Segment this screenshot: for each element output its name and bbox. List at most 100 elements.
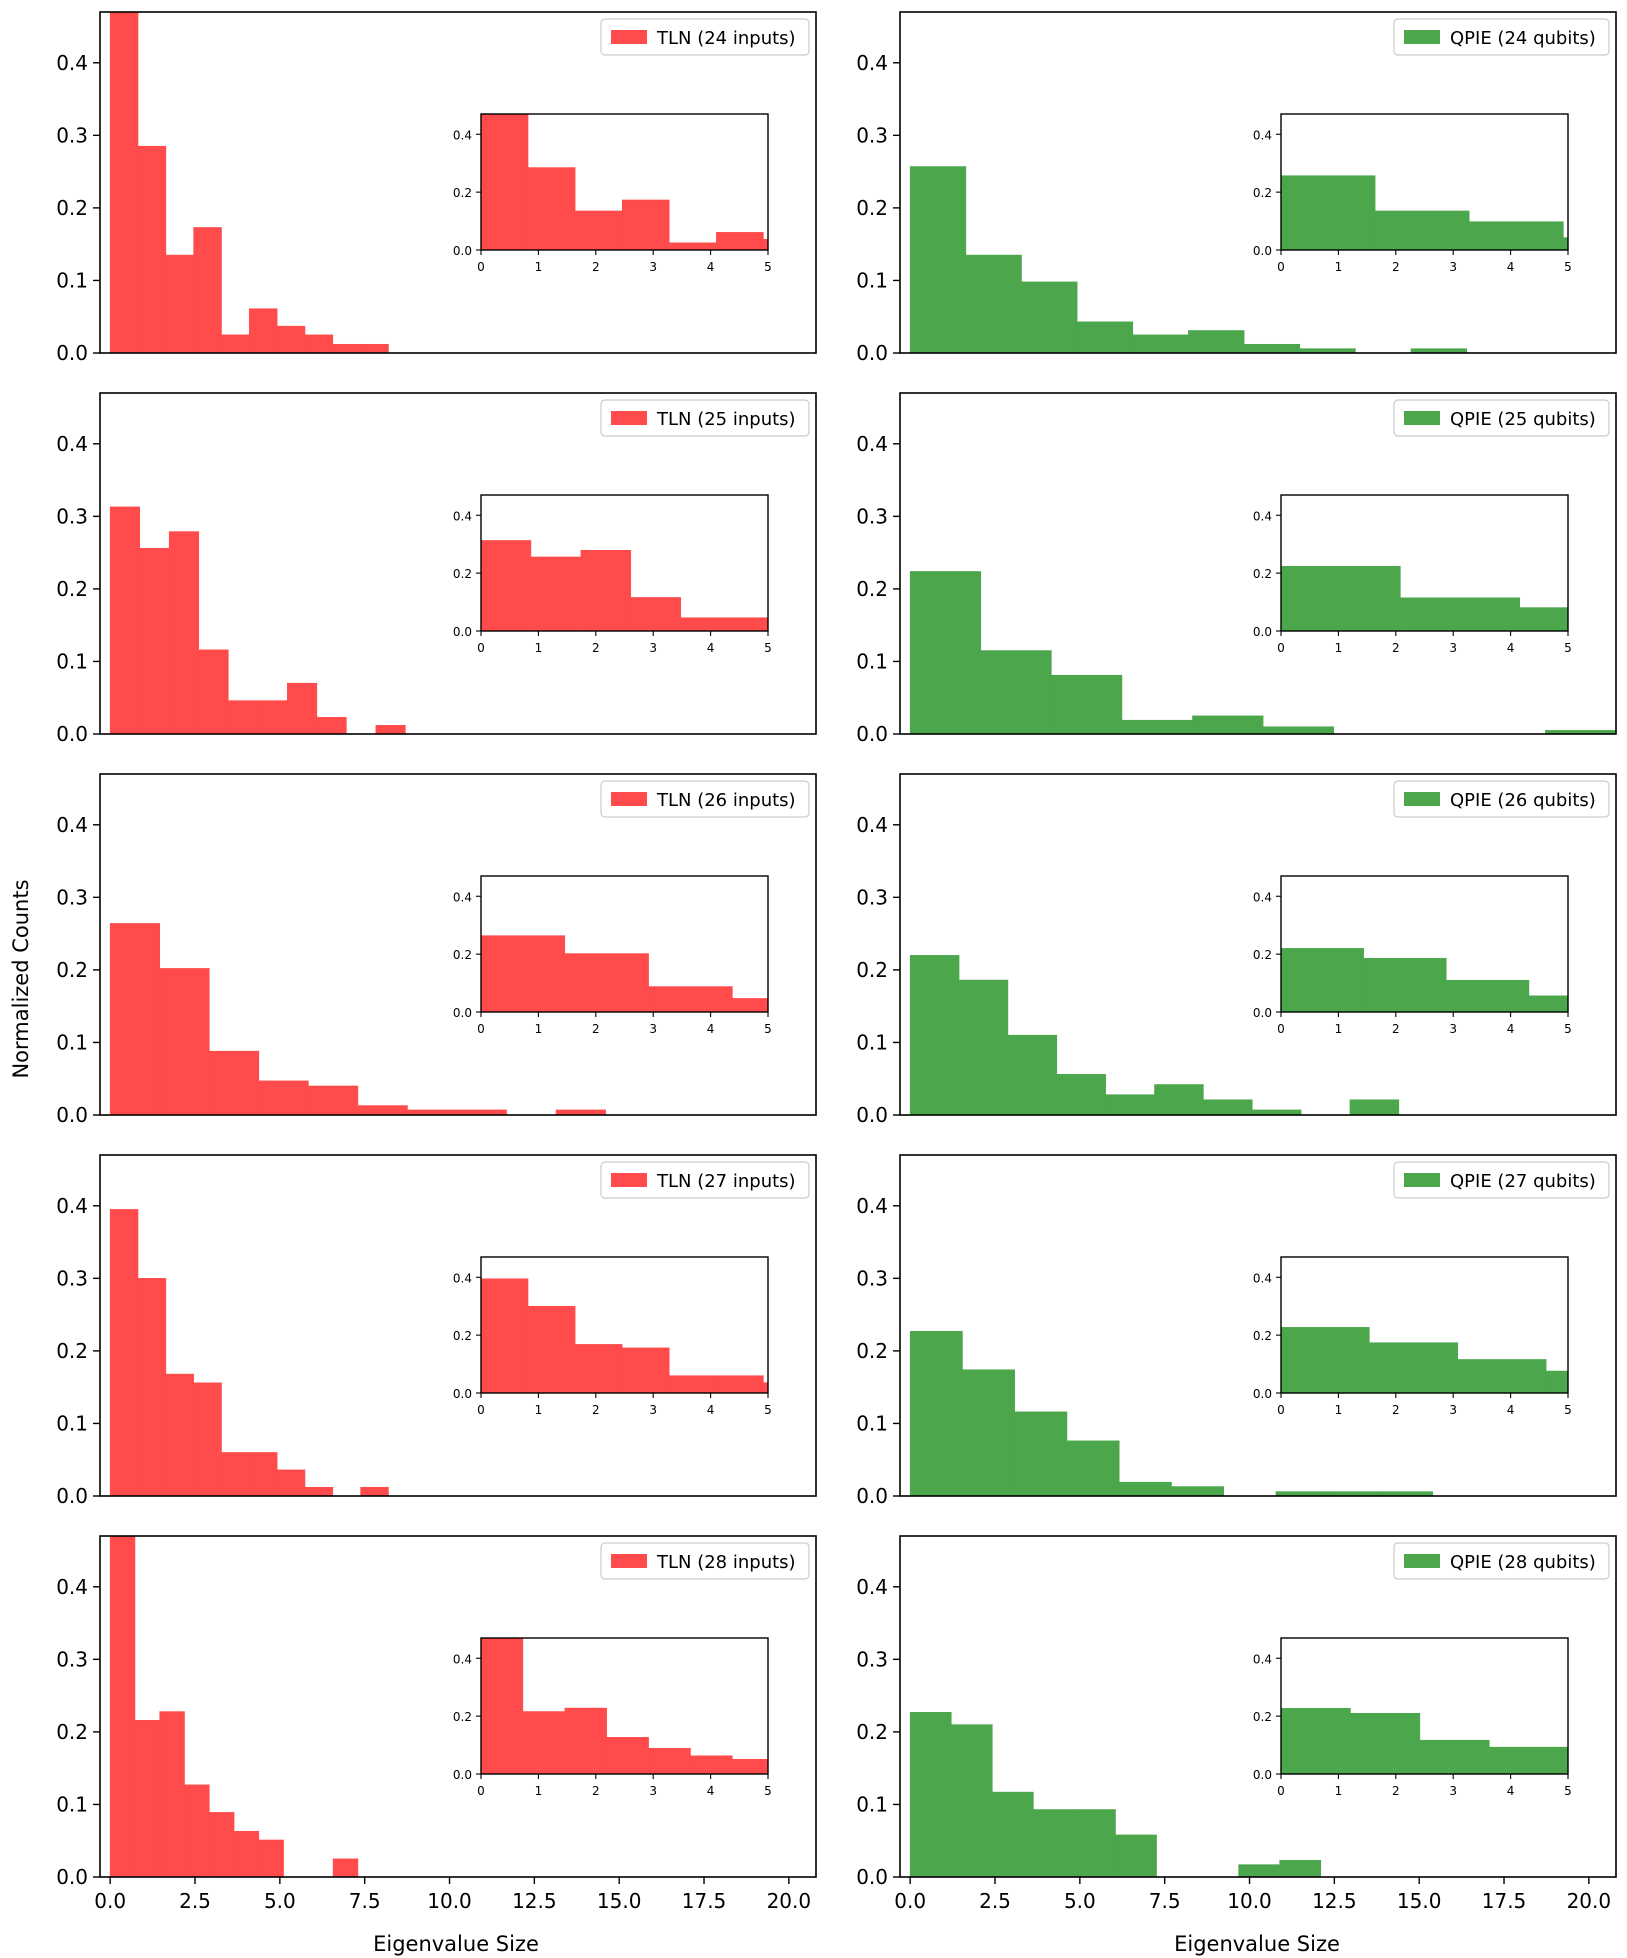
inset-bar [581, 550, 631, 631]
legend-swatch [1404, 30, 1440, 44]
legend-label: QPIE (26 qubits) [1450, 790, 1596, 811]
inset-x-tick-label: 4 [1507, 260, 1515, 274]
inset-x-tick-label: 1 [535, 1403, 543, 1417]
inset-x-tick-label: 4 [707, 641, 715, 655]
inset-y-tick-label: 0.4 [453, 509, 472, 523]
y-tick-label: 0.0 [56, 1865, 88, 1889]
x-tick-label: 12.5 [1312, 1889, 1357, 1913]
x-axis-label-left: Eigenvalue Size [373, 1932, 539, 1956]
panel-tln26: 0.00.10.20.30.4TLN (26 inputs)0.00.20.40… [56, 774, 816, 1127]
inset-bar [1546, 1371, 1627, 1393]
inset-bar [1281, 1327, 1369, 1393]
inset-bar [763, 239, 810, 250]
histogram-bar [966, 255, 1022, 353]
inset-bar [1364, 958, 1447, 1012]
y-tick-label: 0.0 [56, 722, 88, 746]
y-axis-label: Normalized Counts [9, 879, 33, 1078]
y-tick-label: 0.3 [856, 504, 888, 528]
inset-y-tick-label: 0.0 [1253, 1768, 1272, 1782]
inset-bar [649, 987, 733, 1012]
inset-y-tick-label: 0.2 [453, 186, 472, 200]
inset-qpie24: 0.00.20.40 1 2 3 4 5 [1253, 114, 1627, 274]
inset-bar [1369, 1343, 1457, 1393]
histogram-bar [1115, 1835, 1156, 1877]
histogram-bar [259, 1840, 284, 1877]
histogram-bar [287, 683, 317, 734]
inset-bar [669, 243, 716, 250]
histogram-bar [110, 923, 160, 1115]
inset-x-tick-label: 3 [1449, 1403, 1457, 1417]
inset-bar [528, 168, 575, 250]
histogram-bar [110, 507, 140, 734]
histogram-bar [110, 1209, 138, 1496]
histogram-bar [234, 1831, 259, 1877]
legend-swatch [1404, 411, 1440, 425]
inset-x-tick-label: 0 [1277, 641, 1285, 655]
histogram-bar [166, 255, 194, 353]
inset-x-tick-label: 3 [649, 641, 657, 655]
inset-y-tick-label: 0.2 [1253, 948, 1272, 962]
histogram-bar [962, 1370, 1014, 1496]
inset-y-tick-label: 0.0 [453, 1006, 472, 1020]
legend: QPIE (27 qubits) [1394, 1162, 1609, 1198]
histogram-bar [140, 548, 170, 734]
inset-x-tick-label: 1 [1335, 1784, 1343, 1798]
inset-bar [763, 1383, 810, 1393]
inset-x-tick-label: 2 [1392, 641, 1400, 655]
inset-x-tick-label: 3 [1449, 1784, 1457, 1798]
legend: TLN (25 inputs) [601, 400, 809, 436]
y-tick-label: 0.2 [56, 1720, 88, 1744]
histogram-bar [184, 1785, 209, 1877]
x-axis-label-right: Eigenvalue Size [1174, 1932, 1340, 1956]
inset-tln24: 0.0 0.2 0.4 0 1 2 3 4 5 [453, 114, 811, 274]
inset-bar [481, 540, 531, 631]
inset-bar [1281, 948, 1364, 1012]
inset-x-tick-label: 0 [1277, 1784, 1285, 1798]
inset-x-tick-label: 4 [1507, 641, 1515, 655]
inset-y-tick-label: 0.4 [453, 128, 472, 142]
inset-y-tick-label: 0.2 [1253, 567, 1272, 581]
inset-bar [1458, 1359, 1546, 1393]
histogram-bar [910, 571, 981, 734]
inset-bar [631, 597, 681, 631]
inset-x-tick-label: 1 [1335, 1022, 1343, 1036]
inset-x-tick-label: 5 [764, 1022, 772, 1036]
y-tick-label: 0.3 [856, 885, 888, 909]
inset-x-tick-label: 1 [535, 641, 543, 655]
inset-tln28: 0.00.20.40 1 2 3 4 5 [453, 1638, 774, 1798]
legend: TLN (24 inputs) [601, 19, 809, 55]
inset-x-tick-label: 2 [1392, 1784, 1400, 1798]
x-tick-label: 17.5 [1482, 1889, 1527, 1913]
x-tick-label: 10.0 [1227, 1889, 1272, 1913]
legend-label: TLN (27 inputs) [656, 1171, 796, 1192]
legend-label: TLN (28 inputs) [656, 1552, 796, 1573]
y-tick-label: 0.1 [56, 1411, 88, 1435]
inset-x-tick-label: 1 [535, 1022, 543, 1036]
inset-bar [1520, 608, 1627, 631]
inset-x-tick-label: 1 [535, 1784, 543, 1798]
inset-y-tick-label: 0.4 [1253, 1652, 1272, 1666]
inset-y-tick-label: 0.4 [1253, 890, 1272, 904]
histogram-bar [959, 980, 1008, 1115]
inset-bar [1420, 1740, 1489, 1774]
inset-y-tick-label: 0.2 [1253, 1710, 1272, 1724]
histogram-bar [135, 1720, 160, 1877]
inset-y-tick-label: 0.4 [453, 890, 472, 904]
inset-y-tick-label: 0.0 [453, 244, 472, 258]
histogram-bar [1188, 331, 1244, 353]
legend-swatch [611, 792, 647, 806]
y-tick-label: 0.0 [56, 1103, 88, 1127]
histogram-bar [992, 1792, 1033, 1877]
histogram-bar [910, 955, 959, 1115]
x-tick-label: 20.0 [767, 1889, 812, 1913]
inset-qpie28: 0.00.20.40 1 2 3 4 5 [1253, 1638, 1627, 1798]
x-tick-label: 7.5 [1149, 1889, 1181, 1913]
inset-x-tick-label: 0 [477, 641, 485, 655]
y-tick-label: 0.4 [56, 813, 88, 837]
histogram-bar [138, 1278, 166, 1496]
histogram-bar [305, 1487, 333, 1496]
inset-bar [1375, 211, 1469, 250]
inset-x-tick-label: 4 [1507, 1403, 1515, 1417]
legend: QPIE (25 qubits) [1394, 400, 1609, 436]
inset-tln27: 0.00.20.40 1 2 3 4 5 [453, 1257, 811, 1417]
